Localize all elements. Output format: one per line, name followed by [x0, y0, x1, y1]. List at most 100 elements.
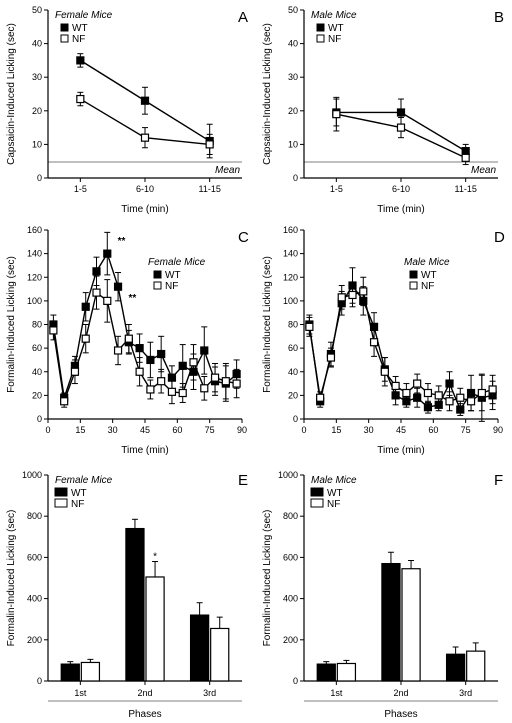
svg-text:Capsaicin-Induced Licking (sec: Capsaicin-Induced Licking (sec): [262, 23, 273, 165]
svg-text:40: 40: [32, 39, 42, 49]
svg-text:1000: 1000: [22, 470, 42, 480]
svg-text:Phases: Phases: [384, 709, 417, 720]
svg-text:50: 50: [32, 5, 42, 15]
svg-text:Formalin-Induced Licking (sec): Formalin-Induced Licking (sec): [262, 256, 273, 393]
svg-text:20: 20: [32, 390, 42, 400]
svg-text:6-10: 6-10: [136, 184, 154, 194]
svg-text:WT: WT: [165, 270, 181, 281]
svg-text:75: 75: [205, 425, 215, 435]
svg-text:Mean: Mean: [215, 165, 240, 176]
svg-text:1-5: 1-5: [74, 184, 87, 194]
svg-text:B: B: [494, 9, 504, 26]
svg-text:Time (min): Time (min): [121, 204, 168, 215]
svg-text:NF: NF: [328, 34, 341, 45]
svg-text:Male Mice: Male Mice: [311, 10, 357, 21]
svg-text:D: D: [494, 229, 505, 246]
svg-text:10: 10: [32, 139, 42, 149]
svg-text:140: 140: [27, 249, 42, 259]
svg-text:15: 15: [331, 425, 341, 435]
svg-text:200: 200: [27, 635, 42, 645]
svg-text:NF: NF: [71, 499, 84, 510]
svg-text:3rd: 3rd: [203, 688, 216, 698]
svg-text:90: 90: [237, 425, 247, 435]
svg-text:40: 40: [288, 39, 298, 49]
svg-text:100: 100: [27, 296, 42, 306]
svg-text:Formalin-Induced Licking (sec): Formalin-Induced Licking (sec): [6, 510, 17, 647]
svg-text:60: 60: [172, 425, 182, 435]
svg-text:Formalin-Induced Licking (sec): Formalin-Induced Licking (sec): [262, 510, 273, 647]
svg-text:75: 75: [461, 425, 471, 435]
svg-text:NF: NF: [421, 281, 434, 292]
svg-text:160: 160: [283, 225, 298, 235]
svg-text:0: 0: [45, 425, 50, 435]
svg-text:2nd: 2nd: [393, 688, 408, 698]
svg-text:Female Mice: Female Mice: [148, 257, 206, 268]
svg-text:A: A: [238, 9, 248, 26]
svg-text:0: 0: [37, 173, 42, 183]
svg-text:600: 600: [283, 552, 298, 562]
svg-text:20: 20: [32, 106, 42, 116]
panel-b: 010203040501-56-1011-15MeanTime (min)Cap…: [256, 0, 512, 220]
svg-text:Time (min): Time (min): [121, 445, 168, 456]
svg-text:120: 120: [283, 272, 298, 282]
svg-text:1st: 1st: [330, 688, 343, 698]
svg-text:120: 120: [27, 272, 42, 282]
svg-text:20: 20: [288, 390, 298, 400]
svg-text:0: 0: [293, 414, 298, 424]
svg-text:60: 60: [288, 343, 298, 353]
svg-text:160: 160: [27, 225, 42, 235]
svg-text:10: 10: [288, 139, 298, 149]
svg-text:6-10: 6-10: [392, 184, 410, 194]
svg-text:0: 0: [293, 173, 298, 183]
svg-text:Female Mice: Female Mice: [55, 10, 113, 21]
svg-text:80: 80: [32, 320, 42, 330]
svg-text:NF: NF: [72, 34, 85, 45]
svg-text:15: 15: [75, 425, 85, 435]
svg-text:400: 400: [283, 594, 298, 604]
svg-text:400: 400: [27, 594, 42, 604]
svg-text:WT: WT: [72, 23, 88, 34]
svg-text:Female Mice: Female Mice: [55, 475, 113, 486]
svg-text:3rd: 3rd: [459, 688, 472, 698]
svg-text:11-15: 11-15: [454, 184, 476, 194]
svg-text:F: F: [494, 472, 503, 489]
svg-text:WT: WT: [421, 270, 437, 281]
svg-text:NF: NF: [165, 281, 178, 292]
svg-text:600: 600: [27, 552, 42, 562]
svg-text:Mean: Mean: [471, 165, 496, 176]
svg-text:0: 0: [293, 676, 298, 686]
svg-text:Formalin-Induced Licking (sec): Formalin-Induced Licking (sec): [6, 256, 17, 393]
svg-text:WT: WT: [71, 488, 87, 499]
svg-text:2nd: 2nd: [137, 688, 152, 698]
svg-text:80: 80: [288, 320, 298, 330]
svg-text:0: 0: [301, 425, 306, 435]
svg-text:40: 40: [288, 367, 298, 377]
svg-text:30: 30: [108, 425, 118, 435]
svg-text:90: 90: [493, 425, 503, 435]
svg-text:0: 0: [37, 414, 42, 424]
svg-text:WT: WT: [327, 488, 343, 499]
svg-text:**: **: [128, 293, 136, 304]
svg-text:NF: NF: [327, 499, 340, 510]
svg-text:45: 45: [140, 425, 150, 435]
svg-text:C: C: [238, 229, 249, 246]
svg-text:200: 200: [283, 635, 298, 645]
svg-text:1000: 1000: [278, 470, 298, 480]
svg-text:30: 30: [32, 72, 42, 82]
svg-text:0: 0: [37, 676, 42, 686]
svg-text:Male Mice: Male Mice: [311, 475, 357, 486]
panel-a: 010203040501-56-1011-15MeanTime (min)Cap…: [0, 0, 256, 220]
svg-text:800: 800: [283, 511, 298, 521]
svg-text:1st: 1st: [74, 688, 87, 698]
panel-c: 0204060801001201401600153045607590****Ti…: [0, 220, 256, 461]
svg-text:60: 60: [32, 343, 42, 353]
svg-text:140: 140: [283, 249, 298, 259]
svg-text:1-5: 1-5: [330, 184, 343, 194]
svg-text:*: *: [153, 551, 157, 562]
svg-text:50: 50: [288, 5, 298, 15]
svg-text:45: 45: [396, 425, 406, 435]
chart-grid: 0 10 20 30 40 50 1-5 6-10 11-15 Mean Time (min) Cap…: [0, 0, 512, 723]
svg-text:Phases: Phases: [128, 709, 161, 720]
svg-text:800: 800: [27, 511, 42, 521]
svg-text:Time (min): Time (min): [377, 445, 424, 456]
